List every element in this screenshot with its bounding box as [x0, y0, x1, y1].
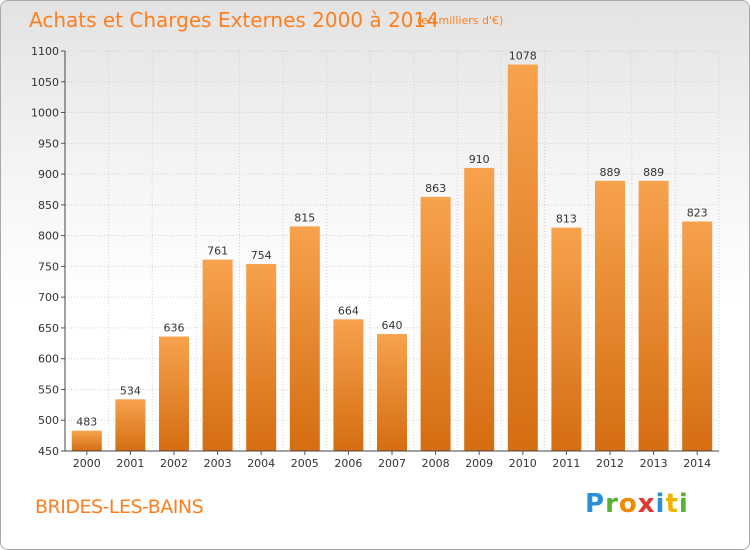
y-tick-label: 600: [38, 353, 59, 366]
x-tick-label: 2009: [465, 457, 493, 470]
bar: [377, 334, 407, 451]
bar: [202, 259, 233, 451]
bar: [71, 430, 102, 451]
chart-unit-note: (en milliers d'€): [417, 14, 504, 27]
bar: [551, 227, 582, 451]
bar: [246, 263, 277, 451]
x-tick-label: 2014: [683, 457, 711, 470]
bar-value-label: 534: [120, 384, 141, 397]
bar: [289, 226, 320, 451]
y-tick-label: 500: [38, 414, 59, 427]
x-tick-label: 2006: [334, 457, 362, 470]
chart-title: Achats et Charges Externes 2000 à 2014: [29, 8, 439, 32]
bar-value-label: 813: [556, 213, 577, 226]
bar: [333, 319, 364, 451]
x-tick-label: 2001: [116, 457, 144, 470]
bar-value-label: 910: [469, 153, 490, 166]
y-tick-label: 850: [38, 199, 59, 212]
y-tick-label: 1050: [31, 76, 59, 89]
x-tick-label: 2013: [640, 457, 668, 470]
bar-value-label: 1078: [509, 50, 537, 63]
y-tick-label: 700: [38, 291, 59, 304]
bar: [115, 399, 146, 451]
bar-value-label: 754: [251, 249, 272, 262]
bar: [159, 336, 189, 451]
x-tick-label: 2012: [596, 457, 624, 470]
logo-letter: t: [665, 489, 679, 519]
y-tick-label: 1100: [31, 45, 59, 58]
y-tick-label: 650: [38, 322, 59, 335]
bar-value-label: 664: [338, 304, 359, 317]
y-tick-label: 900: [38, 168, 59, 181]
y-tick-label: 1000: [31, 107, 59, 120]
commune-name: BRIDES-LES-BAINS: [35, 496, 204, 518]
bar-value-label: 863: [425, 182, 446, 195]
x-tick-label: 2005: [291, 457, 319, 470]
bar: [595, 180, 625, 451]
x-tick-label: 2008: [422, 457, 450, 470]
bar-value-label: 761: [207, 245, 228, 258]
y-tick-label: 950: [38, 137, 59, 150]
bar-value-label: 889: [600, 166, 621, 179]
bar: [464, 167, 495, 451]
bar-value-label: 889: [643, 166, 664, 179]
y-tick-label: 450: [38, 445, 59, 458]
bar: [507, 64, 538, 452]
logo-letter: P: [585, 489, 606, 519]
logo-letter: x: [637, 489, 656, 519]
x-tick-label: 2010: [509, 457, 537, 470]
bar: [682, 221, 713, 451]
x-tick-label: 2011: [552, 457, 580, 470]
x-tick-label: 2003: [204, 457, 232, 470]
bar-value-label: 823: [687, 206, 708, 219]
x-tick-label: 2000: [73, 457, 101, 470]
y-tick-label: 550: [38, 383, 59, 396]
bar: [420, 196, 451, 451]
logo-letter: r: [605, 489, 619, 519]
x-tick-label: 2004: [247, 457, 275, 470]
bar-value-label: 640: [382, 319, 403, 332]
bar-value-label: 815: [294, 211, 315, 224]
logo-letter: i: [678, 489, 689, 519]
logo-letter: o: [618, 489, 638, 519]
y-tick-label: 800: [38, 230, 59, 243]
bar-value-label: 636: [164, 322, 185, 335]
proxiti-logo: Proxiti: [585, 489, 689, 519]
x-tick-label: 2007: [378, 457, 406, 470]
logo-letter: i: [655, 489, 666, 519]
bar: [638, 180, 669, 451]
x-tick-label: 2002: [160, 457, 188, 470]
bar-value-label: 483: [76, 416, 97, 429]
y-tick-label: 750: [38, 260, 59, 273]
